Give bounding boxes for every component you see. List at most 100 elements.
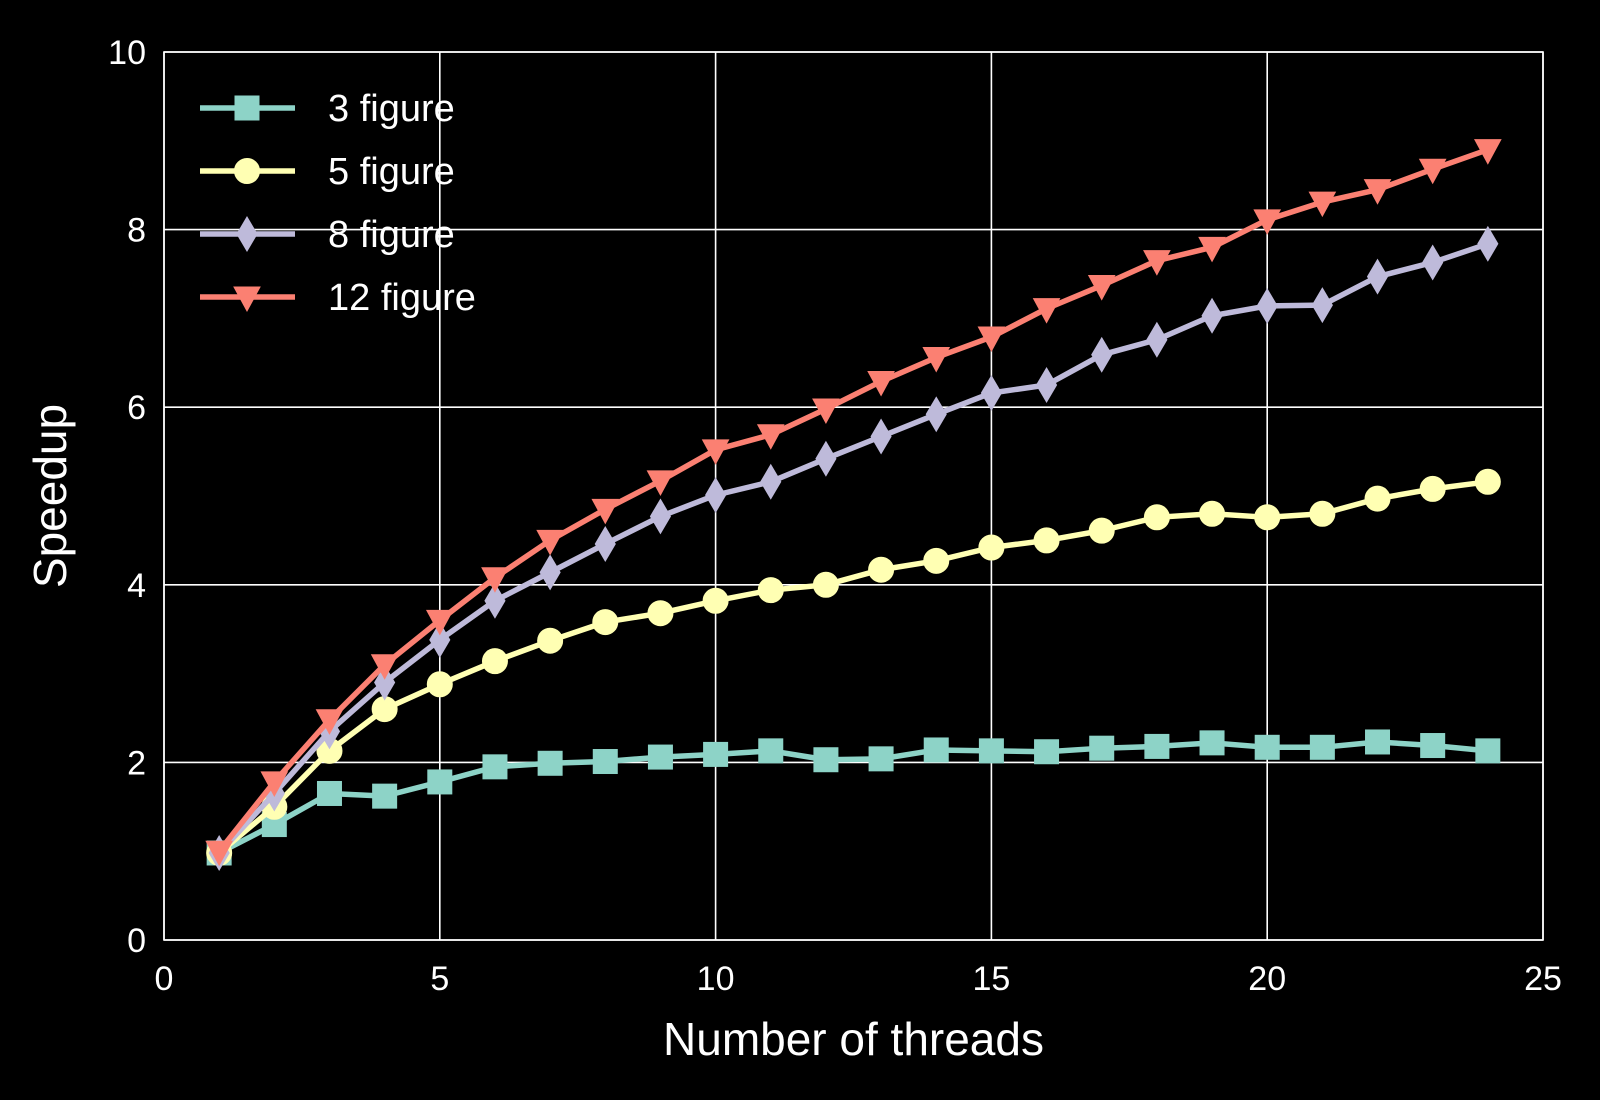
tick-labels: 0 5 10 15 20 25 0 2 4 6 8 10 — [108, 34, 1562, 998]
legend-label-12-figure: 12 figure — [328, 277, 476, 319]
legend-item-5-figure: 5 figure — [200, 151, 455, 193]
data-point-8-figure — [1311, 287, 1333, 324]
data-point-5-figure — [481, 648, 508, 675]
data-point-3-figure — [868, 746, 894, 772]
data-point-12-figure — [1418, 158, 1447, 185]
x-tick-label: 20 — [1248, 960, 1286, 998]
data-point-12-figure — [1308, 191, 1337, 218]
data-point-3-figure — [1254, 734, 1280, 760]
data-point-12-figure — [922, 346, 951, 373]
data-point-12-figure — [591, 498, 620, 525]
legend-marker-5-figure — [234, 158, 260, 184]
data-point-3-figure — [1420, 733, 1446, 759]
data-point-5-figure — [537, 627, 564, 654]
data-point-5-figure — [592, 609, 619, 636]
legend-label-8-figure: 8 figure — [328, 214, 455, 256]
data-point-5-figure — [1364, 485, 1391, 512]
data-point-8-figure — [925, 396, 947, 433]
legend-label-3-figure: 3 figure — [328, 88, 455, 130]
legend: 3 figure 5 figure 8 figure 12 figure — [200, 88, 476, 319]
data-point-8-figure — [1422, 244, 1444, 281]
data-point-12-figure — [1143, 250, 1171, 276]
data-point-3-figure — [316, 780, 342, 806]
y-tick-label: 4 — [127, 567, 146, 605]
data-point-5-figure — [923, 547, 950, 574]
data-point-3-figure — [1365, 729, 1391, 755]
legend-marker-3-figure — [234, 95, 260, 121]
data-point-3-figure — [923, 737, 949, 763]
data-point-8-figure — [760, 463, 782, 500]
series-12-figure — [205, 139, 1502, 867]
series-8-figure — [208, 225, 1499, 871]
data-point-3-figure — [1144, 733, 1170, 759]
data-point-12-figure — [481, 567, 509, 593]
data-point-8-figure — [429, 621, 451, 658]
data-point-12-figure — [370, 654, 399, 680]
data-point-12-figure — [646, 470, 675, 496]
data-point-5-figure — [426, 671, 453, 698]
data-point-8-figure — [1035, 367, 1058, 403]
data-point-5-figure — [647, 600, 674, 627]
x-tick-label: 25 — [1524, 960, 1562, 998]
data-point-8-figure — [649, 498, 672, 535]
data-point-8-figure — [870, 418, 892, 455]
data-point-5-figure — [757, 577, 784, 604]
data-point-3-figure — [372, 783, 398, 809]
data-point-12-figure — [1363, 179, 1392, 205]
data-point-8-figure — [1201, 297, 1223, 334]
x-tick-label: 15 — [972, 960, 1010, 998]
data-point-3-figure — [537, 750, 563, 776]
data-point-5-figure — [1143, 504, 1170, 531]
data-point-12-figure — [536, 529, 564, 556]
legend-item-8-figure: 8 figure — [200, 214, 455, 256]
data-point-12-figure — [1198, 236, 1226, 263]
data-point-3-figure — [758, 738, 784, 764]
y-axis-title: Speedup — [24, 404, 76, 588]
data-point-3-figure — [427, 769, 453, 795]
x-tick-label: 10 — [697, 960, 735, 998]
data-point-3-figure — [592, 749, 618, 775]
data-point-8-figure — [374, 664, 396, 701]
legend-marker-12-figure — [233, 286, 261, 313]
data-point-8-figure — [1477, 225, 1499, 262]
data-point-3-figure — [1309, 734, 1335, 760]
data-point-5-figure — [1199, 500, 1226, 527]
data-point-8-figure — [1091, 336, 1113, 373]
data-point-5-figure — [702, 587, 729, 614]
data-point-12-figure — [425, 609, 454, 636]
data-point-8-figure — [1146, 321, 1168, 358]
legend-label-5-figure: 5 figure — [328, 151, 455, 193]
legend-marker-8-figure — [236, 216, 258, 252]
y-tick-label: 0 — [127, 922, 146, 960]
x-axis-title: Number of threads — [663, 1013, 1044, 1065]
y-tick-label: 8 — [127, 212, 146, 250]
data-point-12-figure — [756, 424, 785, 450]
data-point-3-figure — [1034, 739, 1060, 765]
data-point-12-figure — [1032, 298, 1061, 324]
data-point-8-figure — [1256, 287, 1278, 324]
y-tick-label: 10 — [108, 34, 146, 72]
data-point-5-figure — [1309, 500, 1336, 527]
data-point-12-figure — [977, 326, 1006, 353]
data-point-12-figure — [701, 439, 730, 465]
data-point-5-figure — [1254, 504, 1281, 531]
series-layer — [205, 139, 1502, 871]
data-point-5-figure — [868, 556, 895, 583]
data-point-12-figure — [260, 771, 289, 797]
data-point-8-figure — [980, 375, 1002, 411]
data-point-5-figure — [812, 571, 839, 598]
data-point-5-figure — [1088, 517, 1115, 544]
data-point-8-figure — [539, 554, 561, 591]
data-point-3-figure — [813, 747, 839, 773]
data-point-5-figure — [1419, 475, 1446, 502]
data-point-12-figure — [812, 398, 840, 425]
data-point-3-figure — [703, 741, 729, 767]
data-point-3-figure — [1089, 735, 1115, 761]
legend-item-12-figure: 12 figure — [200, 277, 476, 319]
data-point-8-figure — [705, 477, 727, 514]
x-tick-label: 0 — [155, 960, 174, 998]
data-point-12-figure — [1087, 275, 1116, 301]
data-point-5-figure — [1474, 468, 1501, 495]
